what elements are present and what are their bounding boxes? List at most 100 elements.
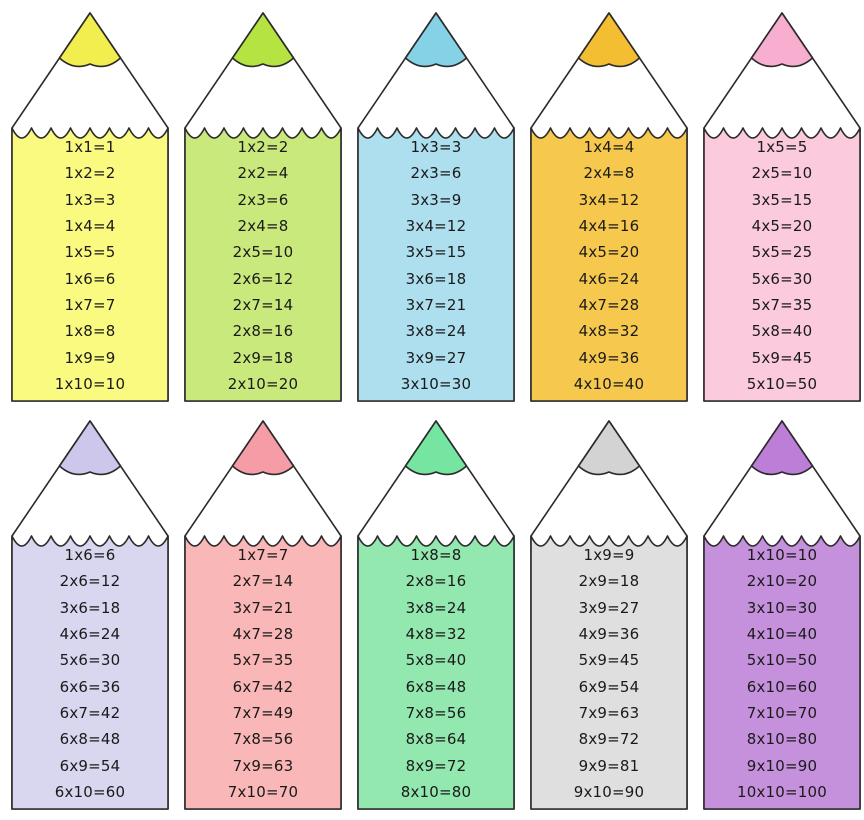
pencil-graphic [703,12,861,402]
multiplication-fact: 4x6=24 [578,269,640,288]
multiplication-fact: 7x10=70 [746,703,818,722]
multiplication-fact: 5x9=45 [578,651,640,670]
multiplication-fact: 2x8=16 [232,322,294,341]
multiplication-fact: 5x10=50 [746,374,818,393]
pencil-graphic [11,420,169,810]
multiplication-fact: 5x9=45 [751,348,813,367]
fact-list: 1x3=3 2x3=6 3x3=9 3x4=12 3x5=15 3x6=18 3x7=21 3… [361,140,511,392]
multiplication-fact: 7x8=56 [232,730,294,749]
pencil-tip [58,420,122,476]
fact-list: 1x9=9 2x9=18 3x9=27 4x9=36 5x9=45 6x9=54 7x9=6… [534,548,684,800]
fact-list: 1x2=2 2x2=4 2x3=6 2x4=8 2x5=10 2x6=12 2x7=14 2x… [188,140,338,392]
multiplication-fact: 1x5=5 [64,243,116,262]
pencil-tip [231,12,295,68]
multiplication-fact: 3x8=24 [405,322,467,341]
multiplication-fact: 6x9=54 [59,756,121,775]
multiplication-fact: 1x6=6 [64,546,116,564]
multiplication-fact: 1x8=8 [410,546,462,564]
multiplication-fact: 5x8=40 [405,651,467,670]
multiplication-fact: 6x10=60 [54,782,126,801]
pencil-body [11,127,169,402]
pencil-body [530,127,688,402]
multiplication-fact: 1x10=10 [54,374,126,393]
multiplication-fact: 1x5=5 [756,138,808,156]
multiplication-fact: 2x4=8 [237,216,289,235]
pencil-tip [404,420,468,476]
multiplication-fact: 4x8=32 [578,322,640,341]
pencil-times-1: 1x1=1 1x2=2 1x3=3 1x4=4 1x5=5 1x6=6 1x7=7 1x8=8… [9,10,171,404]
multiplication-fact: 2x10=20 [227,374,299,393]
multiplication-fact: 2x10=20 [746,572,818,591]
pencil-body [703,127,861,402]
multiplication-fact: 8x9=72 [578,730,640,749]
pencil-body [530,535,688,810]
multiplication-fact: 3x8=24 [405,598,467,617]
multiplication-fact: 1x1=1 [64,138,116,156]
pencil-times-2: 1x2=2 2x2=4 2x3=6 2x4=8 2x5=10 2x6=12 2x7=14 2x… [182,10,344,404]
multiplication-fact: 7x9=63 [578,703,640,722]
pencil-times-5: 1x5=5 2x5=10 3x5=15 4x5=20 5x5=25 5x6=30 5x7=3… [701,10,863,404]
multiplication-fact: 2x2=4 [237,164,289,183]
multiplication-fact: 2x5=10 [751,164,813,183]
fact-list: 1x6=6 2x6=12 3x6=18 4x6=24 5x6=30 6x6=36 6x7=4… [15,548,165,800]
pencil-body [703,535,861,810]
multiplication-fact: 1x4=4 [64,216,116,235]
multiplication-fact: 2x9=18 [578,572,640,591]
multiplication-fact: 6x7=42 [232,677,294,696]
multiplication-fact: 2x6=12 [59,572,121,591]
fact-list: 1x4=4 2x4=8 3x4=12 4x4=16 4x5=20 4x6=24 4x7=28… [534,140,684,392]
pencil-tip [404,12,468,68]
pencil-graphic [184,420,342,810]
multiplication-fact: 2x3=6 [237,190,289,209]
pencil-tip [577,12,641,68]
multiplication-fact: 4x10=40 [746,624,818,643]
multiplication-fact: 9x9=81 [578,756,640,775]
multiplication-fact: 1x7=7 [237,546,289,564]
multiplication-fact: 5x7=35 [232,651,294,670]
multiplication-fact: 3x4=12 [405,216,467,235]
multiplication-fact: 8x8=64 [405,730,467,749]
multiplication-fact: 5x5=25 [751,243,813,262]
multiplication-fact: 8x9=72 [405,756,467,775]
multiplication-fact: 5x6=30 [751,269,813,288]
multiplication-fact: 6x10=60 [746,677,818,696]
multiplication-fact: 1x2=2 [64,164,116,183]
multiplication-fact: 4x5=20 [751,216,813,235]
multiplication-fact: 1x3=3 [64,190,116,209]
multiplication-fact: 9x10=90 [746,756,818,775]
multiplication-fact: 4x6=24 [59,624,121,643]
pencil-tip [58,12,122,68]
multiplication-fact: 3x7=21 [232,598,294,617]
pencil-times-6: 1x6=6 2x6=12 3x6=18 4x6=24 5x6=30 6x6=36 6x7=4… [9,418,171,812]
pencil-times-3: 1x3=3 2x3=6 3x3=9 3x4=12 3x5=15 3x6=18 3x7=21 3… [355,10,517,404]
pencil-tip [231,420,295,476]
multiplication-fact: 1x9=9 [583,546,635,564]
multiplication-fact: 10x10=100 [736,782,828,801]
multiplication-fact: 4x9=36 [578,348,640,367]
multiplication-fact: 4x4=16 [578,216,640,235]
multiplication-fact: 1x7=7 [64,295,116,314]
fact-list: 1x7=7 2x7=14 3x7=21 4x7=28 5x7=35 6x7=42 7x7=4… [188,548,338,800]
multiplication-fact: 6x9=54 [578,677,640,696]
pencil-times-10: 1x10=10 2x10=20 3x10=30 4x10=40 5x10=50 6x10=… [701,418,863,812]
multiplication-fact: 7x10=70 [227,782,299,801]
pencil-graphic [357,420,515,810]
pencil-tip [750,12,814,68]
multiplication-fact: 3x9=27 [405,348,467,367]
multiplication-fact: 3x6=18 [59,598,121,617]
pencil-graphic [530,12,688,402]
multiplication-fact: 1x2=2 [237,138,289,156]
multiplication-fact: 1x3=3 [410,138,462,156]
multiplication-fact: 1x4=4 [583,138,635,156]
multiplication-fact: 7x9=63 [232,756,294,775]
multiplication-fact: 3x7=21 [405,295,467,314]
pencil-graphic [11,12,169,402]
fact-list: 1x5=5 2x5=10 3x5=15 4x5=20 5x5=25 5x6=30 5x7=3… [707,140,857,392]
multiplication-fact: 6x8=48 [59,730,121,749]
multiplication-fact: 4x7=28 [232,624,294,643]
multiplication-fact: 4x5=20 [578,243,640,262]
multiplication-fact: 3x5=15 [405,243,467,262]
pencil-tip [750,420,814,476]
multiplication-fact: 5x10=50 [746,651,818,670]
